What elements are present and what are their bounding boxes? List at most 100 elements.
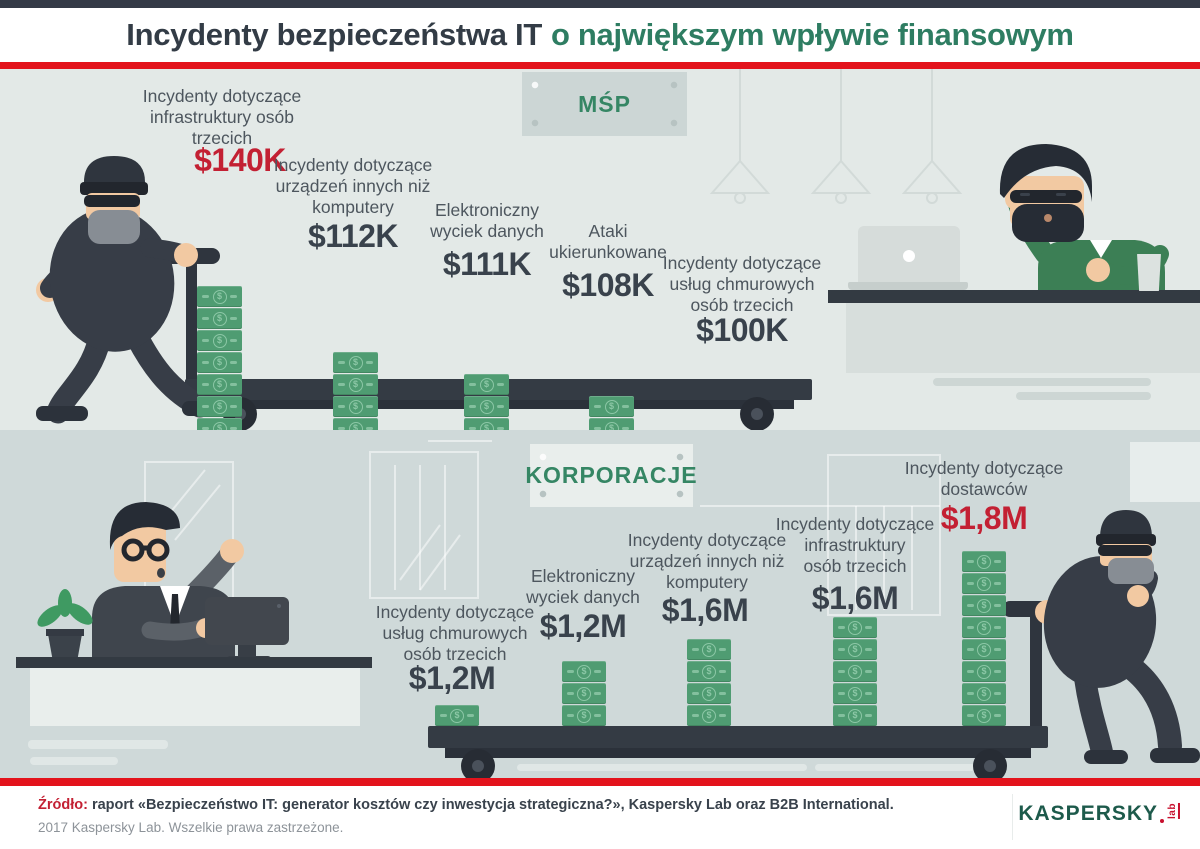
desk-left-top — [16, 657, 372, 668]
money-bill: $ — [962, 639, 1006, 660]
kaspersky-lab-suffix: lab — [1167, 803, 1181, 819]
category-label: Ataki ukierunkowane — [549, 221, 667, 262]
footer: Źródło: raport «Bezpieczeństwo IT: gener… — [0, 786, 1200, 849]
desk-right-body — [846, 303, 1200, 373]
money-bill: $ — [962, 617, 1006, 638]
money-bill: $ — [464, 396, 509, 417]
sign-korporacje: KORPORACJE — [525, 444, 697, 507]
floor-line — [30, 757, 118, 765]
trolley-wheel — [461, 749, 495, 783]
copyright-line: 2017 Kaspersky Lab. Wszelkie prawa zastr… — [38, 820, 344, 835]
money-bill: $ — [562, 683, 606, 704]
floor-line — [933, 378, 1151, 386]
floor-line — [1016, 392, 1151, 400]
kaspersky-logo: KASPERSKY lab — [1018, 802, 1182, 826]
money-bill: $ — [687, 683, 731, 704]
monitor-stand — [238, 645, 256, 658]
money-bill: $ — [962, 573, 1006, 594]
money-bill: $ — [962, 705, 1006, 726]
trolley-handle-post — [1030, 606, 1042, 728]
logo-dot-icon — [1160, 819, 1165, 823]
desk-right-top — [828, 290, 1200, 303]
section-msp: MŚP — [0, 69, 1200, 461]
monitor — [205, 597, 289, 645]
building-outlines — [144, 440, 1200, 633]
laptop — [858, 226, 960, 284]
section-korporacje: KORPORACJE — [0, 430, 1200, 783]
money-bill: $ — [197, 308, 242, 329]
category-label: Elektroniczny wyciek danych — [526, 566, 640, 607]
money-bill: $ — [197, 374, 242, 395]
money-bill: $ — [589, 396, 634, 417]
money-bill: $ — [333, 374, 378, 395]
value-label: $100K — [696, 312, 788, 348]
money-stack: $$$ — [562, 660, 606, 726]
money-bill: $ — [333, 352, 378, 373]
floor-line — [28, 740, 168, 749]
floor-line — [517, 764, 807, 771]
money-bill: $ — [197, 352, 242, 373]
laptop-base — [848, 282, 968, 290]
source-prefix: Źródło: — [38, 797, 88, 813]
desk-left-body — [30, 668, 360, 726]
red-divider-bottom — [0, 778, 1200, 786]
value-label: $140K — [194, 142, 286, 178]
category-label: Incydenty dotyczące urządzeń innych niż … — [273, 155, 433, 217]
footer-divider — [1012, 794, 1013, 840]
money-bill: $ — [197, 286, 242, 307]
sign-korporacje-label: KORPORACJE — [525, 462, 698, 488]
money-bill: $ — [687, 661, 731, 682]
money-stack: $$$$$ — [833, 616, 877, 726]
kaspersky-wordmark: KASPERSKY — [1018, 802, 1159, 825]
value-label: $108K — [562, 267, 654, 303]
red-divider-top — [0, 62, 1200, 69]
value-label: $111K — [442, 246, 532, 282]
title-band: Incydenty bezpieczeństwa IT o największym… — [0, 8, 1200, 62]
trolley-platform-lower — [445, 748, 1031, 758]
value-label: $1,6M — [661, 592, 749, 628]
money-bill: $ — [435, 705, 479, 726]
thief-figure — [36, 156, 237, 424]
source-text: raport «Bezpieczeństwo IT: generator kos… — [91, 797, 894, 813]
category-label: Incydenty dotyczące urządzeń innych niż … — [627, 530, 787, 592]
money-bill: $ — [464, 374, 509, 395]
category-label: Incydenty dotyczące usług chmurowych osó… — [662, 253, 822, 315]
category-label: Incydenty dotyczące dostawców — [904, 458, 1064, 499]
value-label: $1,2M — [408, 660, 496, 696]
trolley-handle-post — [186, 256, 197, 382]
money-bill: $ — [962, 551, 1006, 572]
pendant-lamps — [709, 69, 963, 204]
thief-figure — [1035, 510, 1200, 764]
money-bill: $ — [962, 595, 1006, 616]
trolley-wheel — [740, 397, 774, 431]
top-bar — [0, 0, 1200, 8]
title-dark: Incydenty bezpieczeństwa IT — [126, 17, 542, 52]
office-worker-figure — [92, 502, 244, 674]
office-man-figure — [999, 144, 1169, 308]
money-bill: $ — [197, 330, 242, 351]
category-label: Incydenty dotyczące infrastruktury osób … — [142, 86, 302, 148]
value-label: $112K — [307, 218, 399, 254]
money-bill: $ — [833, 617, 877, 638]
category-label: Elektroniczny wyciek danych — [430, 200, 544, 241]
money-bill: $ — [562, 661, 606, 682]
money-bill: $ — [962, 683, 1006, 704]
money-bill: $ — [687, 639, 731, 660]
sign-msp: MŚP — [522, 72, 687, 136]
money-bill: $ — [333, 396, 378, 417]
money-stack: $$$$$$$$ — [962, 550, 1006, 726]
plant — [37, 589, 93, 662]
floor-line — [815, 764, 975, 771]
money-stack: $$$$ — [687, 638, 731, 726]
value-label: $1,2M — [539, 608, 627, 644]
money-bill: $ — [687, 705, 731, 726]
money-bill: $ — [833, 705, 877, 726]
money-stack: $ — [435, 704, 479, 726]
value-label: $1,8M — [940, 500, 1028, 536]
page-title: Incydenty bezpieczeństwa IT o największym… — [126, 17, 1074, 53]
trolley-wheel — [973, 749, 1007, 783]
money-bill: $ — [833, 683, 877, 704]
value-label: $1,6M — [811, 580, 899, 616]
trolley-platform — [428, 726, 1048, 748]
